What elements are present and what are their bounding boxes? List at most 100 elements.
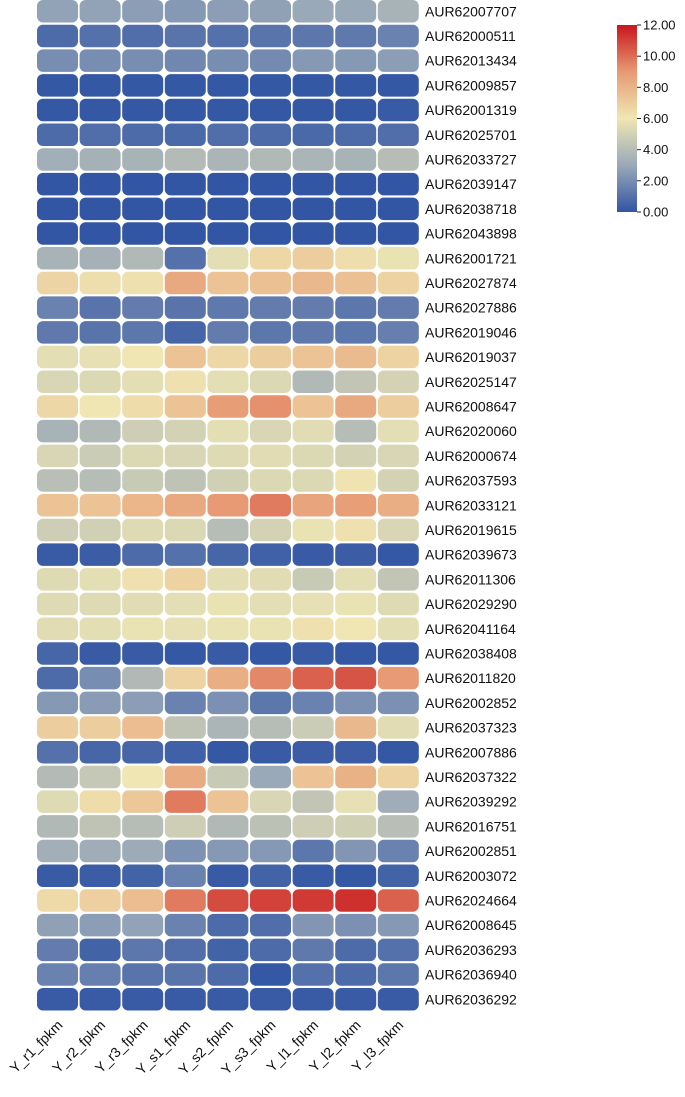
heatmap-cell [250,74,291,97]
heatmap-cell [292,247,334,270]
heatmap-cell [37,296,78,319]
heatmap-cell [207,345,249,369]
row-label: AUR62041164 [425,621,516,637]
heatmap-cell [79,271,121,295]
heatmap-cell [207,913,249,937]
row-label: AUR62039147 [425,176,517,192]
row-label: AUR62039673 [425,547,517,563]
heatmap-cell [122,617,164,640]
heatmap-cell [164,518,206,542]
heatmap-cell [292,469,334,492]
heatmap-cell [122,296,164,319]
heatmap-cell [122,938,164,962]
heatmap-cell [164,419,206,443]
heatmap-cell [79,666,121,690]
heatmap-cell [122,913,164,937]
heatmap-cell [164,691,206,715]
colorbar-tick-label: 12.00 [643,18,676,33]
heatmap-cell [292,395,334,418]
heatmap-cell [37,271,78,295]
heatmap-cell [164,741,206,764]
heatmap-cell [79,765,121,789]
heatmap-cell [250,568,291,591]
heatmap-cell [37,247,78,270]
heatmap-cell [207,123,249,146]
row-labels: AUR62007707 AUR62000511 AUR62013434 AUR6200… [425,3,517,1007]
heatmap-cell [250,197,291,221]
heatmap-cell [37,913,78,937]
heatmap-cell [122,864,164,887]
heatmap-cell [335,148,377,171]
heatmap-cell [164,790,206,813]
heatmap-cell [207,741,249,764]
heatmap-cell [335,790,377,813]
heatmap-cell [122,666,164,690]
heatmap-cell [79,617,121,640]
heatmap-cell [37,963,78,986]
heatmap-cell [79,0,121,23]
heatmap-cell [250,172,291,196]
row-label: AUR62027886 [425,300,517,316]
heatmap-cell [335,568,377,591]
heatmap-cell [335,49,377,72]
heatmap-cell [79,49,121,72]
heatmap-cell [335,296,377,319]
heatmap-cell [164,222,206,245]
heatmap-cell [37,172,78,196]
heatmap-cell [250,815,291,838]
heatmap-cell [377,345,419,369]
heatmap-cell [250,518,291,542]
row-label: AUR62019046 [425,324,517,340]
heatmap-cell [292,49,334,72]
heatmap-cell [377,74,419,97]
heatmap-cell [377,543,419,566]
row-label: AUR62039292 [425,794,517,810]
heatmap-cell [377,49,419,72]
row-label: AUR62033121 [425,497,517,513]
heatmap-cell [250,741,291,764]
heatmap-cell [122,197,164,221]
heatmap-cell [207,543,249,566]
heatmap-cell [37,839,78,863]
heatmap-cell [335,419,377,443]
heatmap-cell [37,617,78,640]
heatmap-cell [250,494,291,517]
heatmap-cell [292,494,334,517]
heatmap-cell [335,98,377,122]
heatmap-cell [122,691,164,715]
heatmap-cell [292,642,334,665]
heatmap-cell [79,963,121,986]
row-label: AUR62002852 [425,695,517,711]
heatmap-cell [250,617,291,640]
heatmap-cell [164,49,206,72]
heatmap-cell [292,938,334,962]
heatmap-cell [164,24,206,48]
heatmap-cell [122,419,164,443]
heatmap-cell [207,642,249,665]
heatmap-cell [79,790,121,813]
heatmap-cell [37,321,78,344]
heatmap-cell [207,469,249,492]
heatmap-cell [37,543,78,566]
heatmap-cell [122,49,164,72]
heatmap-cell [377,370,419,393]
heatmap-cell [122,790,164,813]
heatmap-cell [377,469,419,492]
heatmap-cell [377,395,419,418]
heatmap-cell [79,123,121,146]
heatmap-cell [292,518,334,542]
heatmap-cell [122,494,164,517]
heatmap-cell [292,913,334,937]
heatmap-cell [37,98,78,122]
heatmap-cell [335,691,377,715]
heatmap-cell [164,148,206,171]
heatmap-cell [377,419,419,443]
heatmap-cell [37,568,78,591]
heatmap-cell [335,815,377,838]
heatmap-cell [250,790,291,813]
heatmap-cell [37,494,78,517]
heatmap-cell [292,617,334,640]
heatmap-cell [164,963,206,986]
heatmap-cell [207,444,249,468]
